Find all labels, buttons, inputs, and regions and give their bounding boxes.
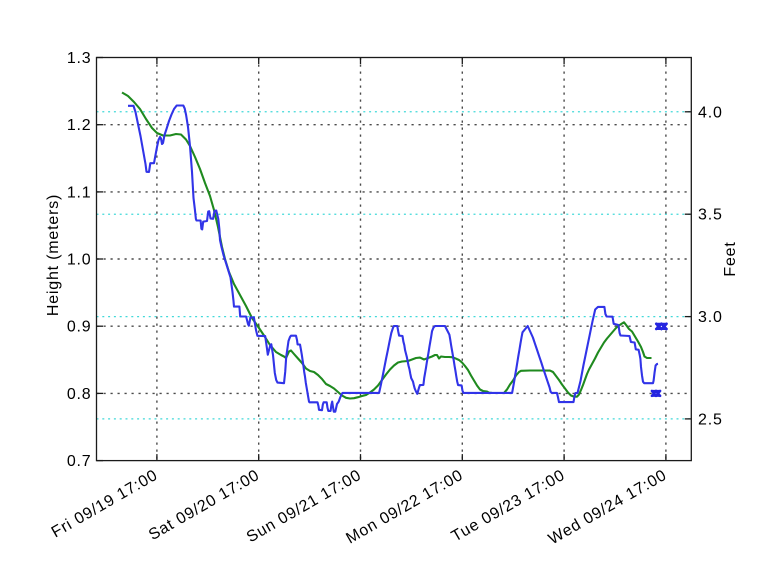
svg-text:Height (meters): Height (meters)	[45, 194, 62, 316]
svg-text:1.2: 1.2	[67, 117, 92, 134]
svg-text:1.0: 1.0	[67, 252, 92, 269]
svg-text:0.9: 0.9	[67, 319, 92, 336]
svg-text:1.1: 1.1	[67, 184, 92, 201]
svg-text:1.3: 1.3	[67, 50, 92, 67]
svg-text:3.5: 3.5	[698, 207, 723, 224]
svg-text:0.8: 0.8	[67, 386, 92, 403]
svg-text:Feet: Feet	[722, 241, 739, 276]
svg-text:4.0: 4.0	[698, 104, 723, 121]
svg-text:3.0: 3.0	[698, 309, 723, 326]
svg-text:2.5: 2.5	[698, 411, 723, 428]
svg-text:0.7: 0.7	[67, 453, 92, 470]
